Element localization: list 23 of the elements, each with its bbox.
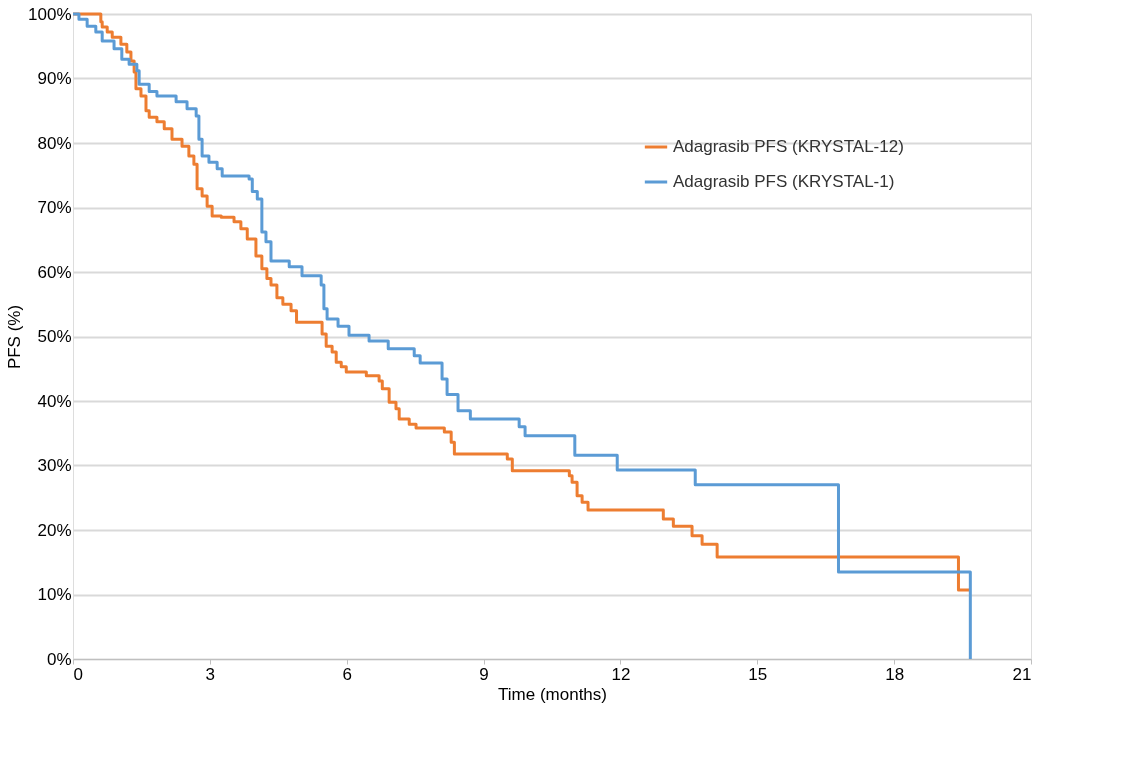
y-tick-label: 70% xyxy=(37,198,72,217)
y-axis-title: PFS (%) xyxy=(5,304,25,370)
y-tick-label: 10% xyxy=(37,585,72,604)
y-tick-label: 50% xyxy=(37,327,72,346)
y-tick-label: 100% xyxy=(28,4,72,24)
legend-label: Adagrasib PFS (KRYSTAL-12) xyxy=(673,137,904,156)
x-tick-label: 12 xyxy=(611,664,631,684)
x-tick-label: 21 xyxy=(1012,664,1032,684)
y-tick-label: 40% xyxy=(37,391,72,411)
x-tick-label: 0 xyxy=(73,664,83,684)
y-tick-label: 60% xyxy=(37,262,72,282)
x-tick-label: 6 xyxy=(342,664,352,684)
x-axis-title: Time (months) xyxy=(498,684,607,704)
y-tick-label: 30% xyxy=(37,456,72,475)
y-tick-label: 90% xyxy=(37,69,72,88)
x-tick-label: 18 xyxy=(885,664,905,684)
y-tick-label: 80% xyxy=(37,133,72,153)
y-tick-label: 0% xyxy=(46,649,72,669)
x-tick-label: 15 xyxy=(748,664,768,684)
x-tick-label: 9 xyxy=(479,664,489,684)
legend-label: Adagrasib PFS (KRYSTAL-1) xyxy=(673,172,895,191)
y-tick-label: 20% xyxy=(37,520,72,540)
x-tick-label: 3 xyxy=(205,664,216,684)
